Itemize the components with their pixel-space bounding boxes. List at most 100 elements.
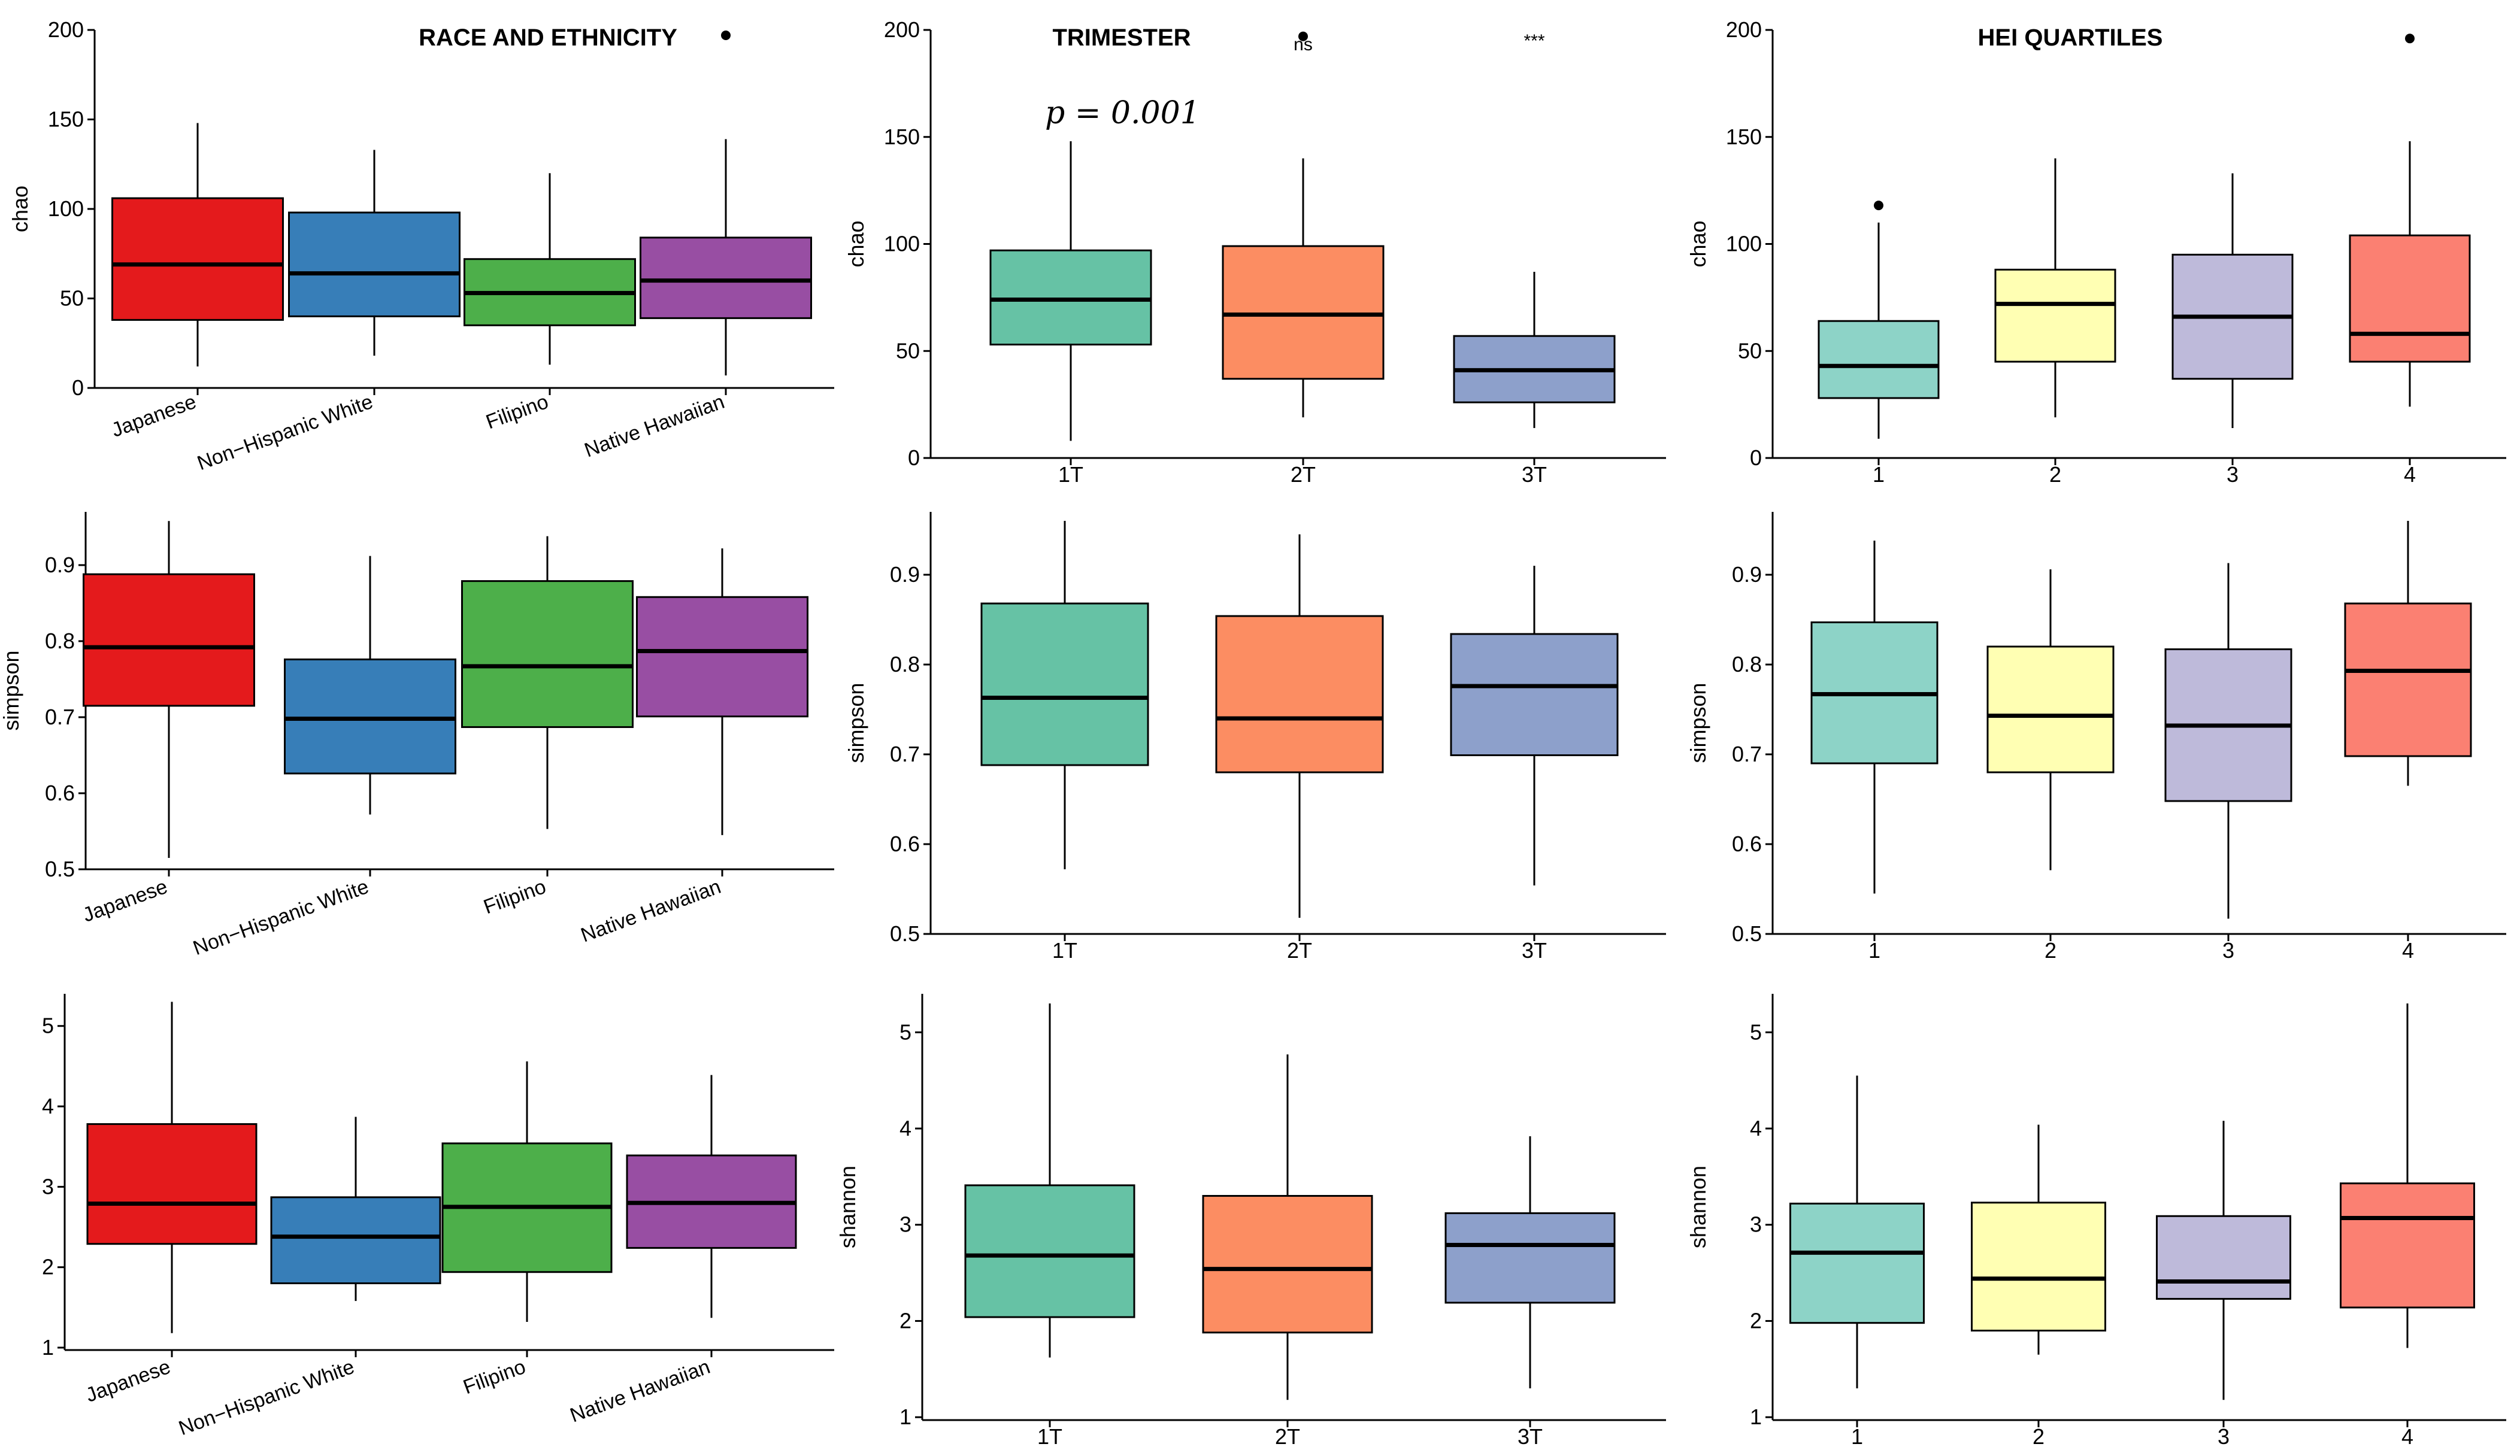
y-axis-title: shannon [835,1166,860,1248]
box-iqr [1986,645,2115,774]
y-axis-title: chao [844,220,868,267]
x-tick-label: Native Hawaiian [581,390,728,462]
y-tick-label: 0.7 [45,705,75,729]
p-value-annotation: p = 0.001 [1045,95,1200,131]
y-tick-label: 200 [1726,17,1762,42]
box-2 [1222,31,1385,418]
box-4 [2340,1003,2475,1348]
outlier-point [1298,31,1308,41]
box-1 [964,1003,1135,1358]
box-iqr [1994,268,2116,363]
y-tick-label: 0 [908,445,920,470]
y-tick-label: 2 [899,1308,911,1333]
y-tick-label: 150 [884,125,920,149]
box-1 [980,521,1149,869]
x-tick-label: 1T [1058,462,1083,487]
box-1 [83,521,255,858]
y-tick-label: 100 [1726,232,1762,256]
box-iqr [2349,234,2471,363]
box-2 [270,1117,441,1302]
y-tick-label: 2 [1750,1308,1762,1333]
box-2 [1971,1124,2106,1355]
x-tick-label: 3T [1518,1424,1543,1449]
x-tick-label: 4 [2401,1424,2413,1449]
x-tick-label: Native Hawaiian [567,1355,713,1427]
box-iqr [284,658,456,775]
panel-8: 1 2 3 4 5 shannon 1T 2T 3T [835,994,1666,1449]
x-tick-label: Native Hawaiian [578,875,724,947]
y-tick-label: 0.7 [890,742,920,766]
box-iqr [1222,245,1385,380]
panel-4: 0.5 0.6 0.7 0.8 0.9 simpson Japanese Non−Hispan… [0,512,834,960]
x-tick-label: 1T [1037,1424,1062,1449]
box-iqr [1789,1202,1925,1324]
x-tick-label: 2 [2045,938,2056,963]
y-tick-label: 50 [60,286,84,311]
box-4 [626,1075,797,1318]
significance-3t: *** [1523,31,1544,51]
x-tick-label: 2 [2049,462,2061,487]
outlier-point [2405,34,2415,44]
x-tick-label: Non−Hispanic White [175,1355,357,1440]
x-tick-label: 4 [2404,462,2416,487]
x-tick-label: Japanese [80,875,171,927]
y-tick-label: 100 [48,196,84,221]
box-iqr [1971,1202,2106,1332]
box-3 [1453,271,1616,428]
box-4 [2344,521,2472,786]
x-tick-label: Japanese [83,1355,174,1407]
box-1 [1789,1075,1925,1388]
y-tick-label: 4 [899,1116,911,1140]
y-axis-title: simpson [0,650,23,730]
x-tick-label: Filipino [461,1355,529,1399]
box-3 [2156,1121,2291,1400]
x-tick-label: Non−Hispanic White [190,875,371,960]
box-4 [640,30,812,376]
box-1 [1810,541,1939,894]
panel-7: 1 2 3 4 5 shannon Japanese Non−Hispanic White Fi… [0,994,834,1440]
y-tick-label: 0.7 [1732,742,1762,766]
x-tick-label: 4 [2402,938,2414,963]
box-iqr [636,596,808,718]
box-2 [1202,1054,1373,1400]
panel-5: 0.5 0.6 0.7 0.8 0.9 simpson 1T 2T 3T [844,512,1666,963]
outlier-point [721,30,731,40]
box-iqr [86,1123,258,1245]
x-tick-label: 2T [1287,938,1312,963]
box-iqr [964,1184,1135,1318]
panel-9: 1 2 3 4 5 shannon 1 2 3 4 [1686,994,2506,1449]
x-tick-label: 3 [2227,462,2239,487]
x-tick-label: 1 [1851,1424,1863,1449]
y-tick-label: 100 [884,232,920,256]
box-iqr [270,1196,441,1285]
box-iqr [980,602,1149,766]
y-tick-label: 0.5 [1732,921,1762,946]
outlier-point [1874,201,1883,211]
y-tick-label: 0.9 [1732,562,1762,587]
y-tick-label: 4 [1750,1116,1762,1140]
column-title-race: RACE AND ETHNICITY [419,25,677,51]
y-tick-label: 0.5 [890,921,920,946]
box-3 [1444,1136,1616,1388]
y-tick-label: 200 [884,17,920,42]
y-axis-title: simpson [1686,682,1710,763]
panel-6: 0.5 0.6 0.7 0.8 0.9 simpson 1 2 3 4 [1686,512,2506,963]
y-axis-title: simpson [844,682,868,763]
box-iqr [111,197,284,321]
box-4 [2349,34,2471,407]
box-2 [284,556,456,815]
y-tick-label: 1 [899,1405,911,1429]
x-tick-label: Japanese [108,390,199,442]
y-axis-title: shannon [0,1130,2,1213]
y-tick-label: 0 [72,375,84,400]
y-tick-label: 3 [42,1174,54,1199]
y-tick-label: 0.8 [1732,652,1762,677]
y-tick-label: 200 [48,17,84,42]
y-tick-label: 0.9 [45,553,75,577]
y-tick-label: 0.5 [45,857,75,881]
box-3 [2171,173,2294,428]
significance-2t: ns [1294,35,1313,54]
y-tick-label: 0.8 [45,629,75,653]
